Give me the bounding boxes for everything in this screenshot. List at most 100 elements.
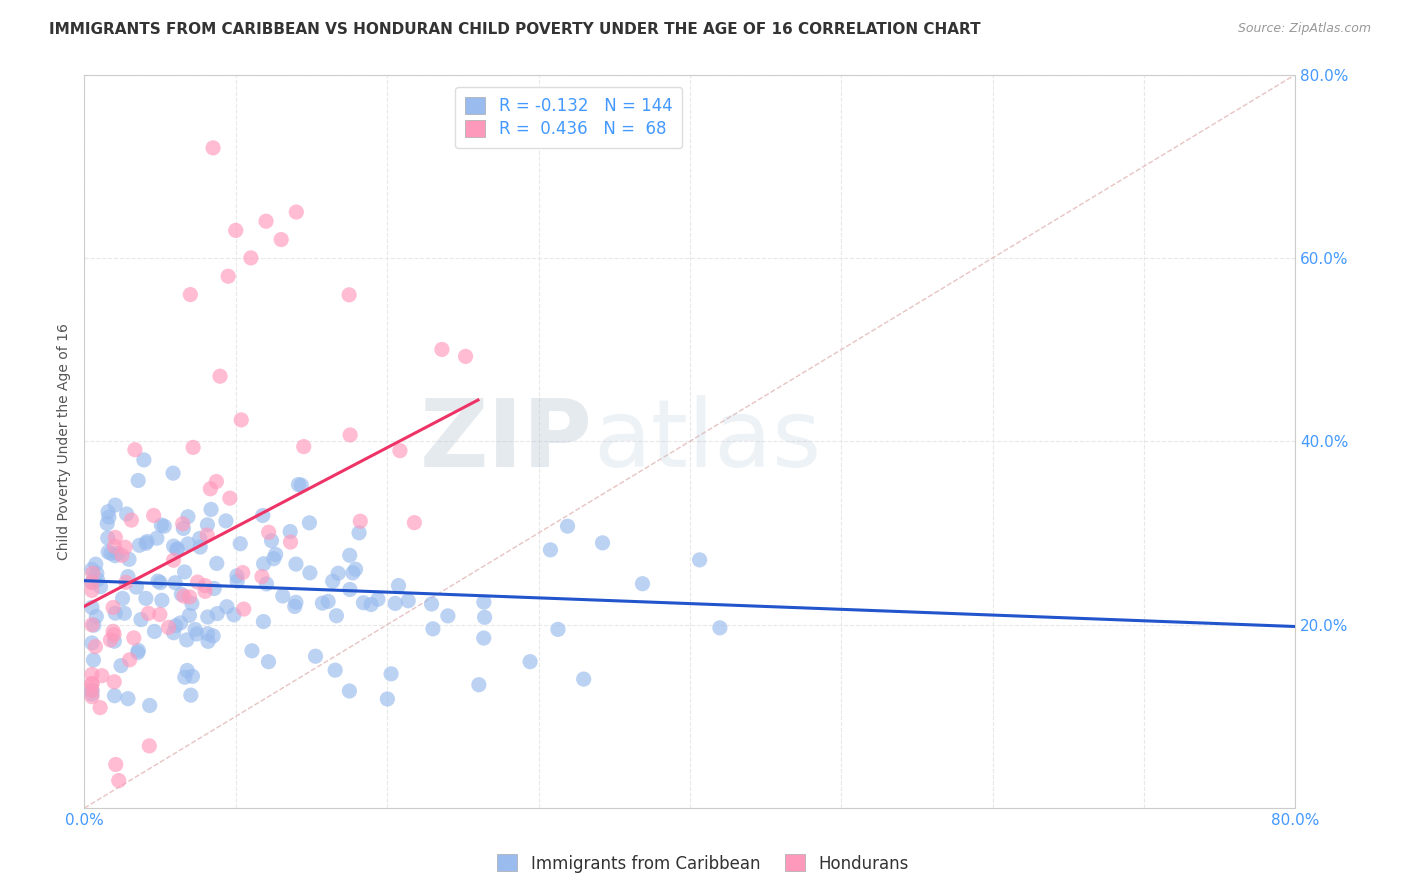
Point [149, 607, 172, 622]
Point [437, 608, 460, 623]
Point [169, 615, 191, 630]
Point [218, 491, 240, 505]
Point [377, 692, 399, 706]
Point [226, 574, 249, 589]
Point [311, 596, 333, 610]
Point [96, 516, 118, 531]
Point [468, 678, 491, 692]
Point [80, 636, 103, 650]
Point [84, 640, 107, 654]
Point [217, 269, 239, 284]
Point [104, 757, 127, 772]
Point [103, 689, 125, 703]
Point [263, 551, 285, 566]
Point [557, 519, 579, 533]
Point [367, 592, 389, 607]
Point [146, 574, 169, 588]
Point [138, 698, 160, 713]
Point [519, 655, 541, 669]
Point [188, 540, 211, 554]
Point [86, 609, 108, 624]
Point [89, 580, 111, 594]
Point [103, 627, 125, 641]
Point [280, 535, 302, 549]
Point [173, 670, 195, 684]
Point [89, 700, 111, 714]
Text: Source: ZipAtlas.com: Source: ZipAtlas.com [1237, 22, 1371, 36]
Point [225, 568, 247, 582]
Point [349, 514, 371, 528]
Point [97, 531, 120, 545]
Point [179, 590, 201, 604]
Point [80, 683, 103, 698]
Point [271, 589, 294, 603]
Point [474, 610, 496, 624]
Point [107, 547, 129, 561]
Point [103, 634, 125, 648]
Point [342, 566, 364, 580]
Point [166, 541, 188, 556]
Point [287, 477, 309, 491]
Point [115, 575, 138, 590]
Point [104, 606, 127, 620]
Point [538, 542, 561, 557]
Point [202, 141, 225, 155]
Point [472, 595, 495, 609]
Point [136, 534, 159, 549]
Point [207, 607, 229, 621]
Legend: R = -0.132   N = 144, R =  0.436   N =  68: R = -0.132 N = 144, R = 0.436 N = 68 [456, 87, 682, 148]
Point [129, 613, 152, 627]
Point [117, 569, 139, 583]
Point [104, 498, 127, 512]
Point [252, 508, 274, 523]
Point [472, 631, 495, 645]
Point [430, 343, 453, 357]
Point [127, 643, 149, 657]
Point [80, 575, 103, 590]
Point [194, 584, 217, 599]
Point [197, 634, 219, 648]
Point [162, 625, 184, 640]
Point [177, 537, 200, 551]
Point [142, 508, 165, 523]
Point [264, 548, 287, 562]
Point [103, 674, 125, 689]
Point [205, 557, 228, 571]
Point [80, 575, 103, 590]
Point [146, 531, 169, 545]
Point [90, 669, 112, 683]
Point [149, 575, 172, 590]
Point [172, 521, 194, 535]
Point [222, 607, 245, 622]
Point [117, 691, 139, 706]
Point [135, 536, 157, 550]
Point [115, 507, 138, 521]
Point [384, 596, 406, 610]
Point [298, 566, 321, 580]
Point [86, 573, 108, 587]
Point [631, 576, 654, 591]
Point [80, 583, 103, 598]
Point [97, 510, 120, 524]
Y-axis label: Child Poverty Under the Age of 16: Child Poverty Under the Age of 16 [58, 323, 72, 560]
Point [150, 518, 173, 533]
Point [200, 482, 222, 496]
Point [284, 599, 307, 614]
Point [111, 549, 134, 563]
Point [215, 514, 238, 528]
Point [173, 589, 195, 603]
Point [197, 610, 219, 624]
Point [127, 474, 149, 488]
Point [290, 478, 312, 492]
Point [352, 596, 374, 610]
Point [257, 525, 280, 540]
Text: ZIP: ZIP [420, 395, 593, 487]
Point [387, 578, 409, 592]
Point [420, 597, 443, 611]
Point [339, 428, 361, 442]
Point [181, 669, 204, 683]
Point [572, 672, 595, 686]
Point [80, 683, 103, 698]
Point [252, 557, 274, 571]
Point [422, 622, 444, 636]
